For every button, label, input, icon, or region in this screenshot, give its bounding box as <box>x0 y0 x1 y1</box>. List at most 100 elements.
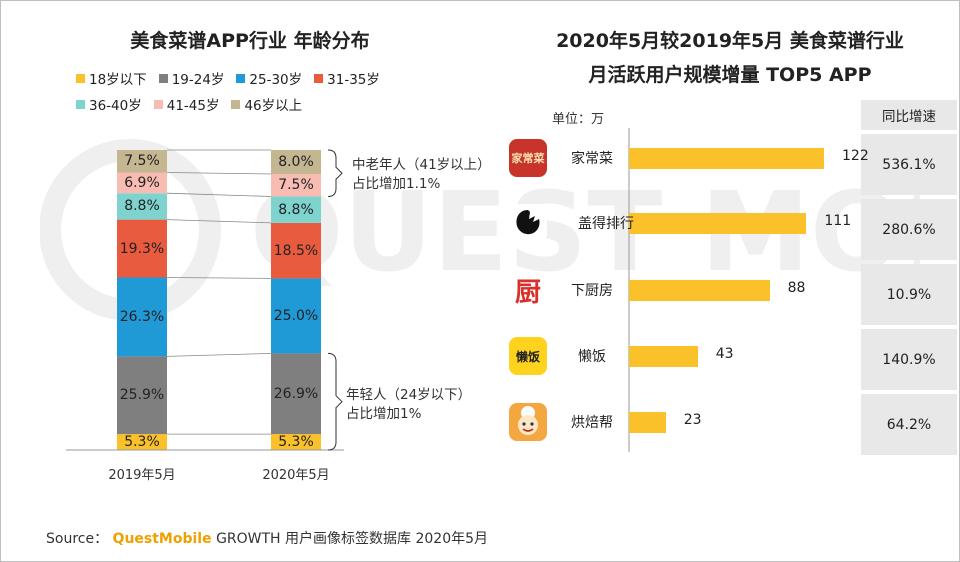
xiachufang-app-icon: 厨 <box>509 271 547 309</box>
lanfan-app-icon: 懒饭 <box>509 337 547 375</box>
growth-header: 同比增速 <box>861 100 957 130</box>
value-bar <box>629 346 698 367</box>
segment-value-label: 8.8% <box>278 201 314 218</box>
bar-value-label: 122 <box>842 148 869 164</box>
legend-label: 41-45岁 <box>166 98 220 114</box>
source-note: Source： QuestMobile GROWTH 用户画像标签数据库 202… <box>46 528 488 548</box>
annotation-young-line1: 年轻人（24岁以下） <box>346 387 472 403</box>
segment-value-label: 8.8% <box>124 198 160 215</box>
segment-value-label: 18.5% <box>273 242 319 259</box>
bar-value-label: 43 <box>715 346 734 362</box>
growth-value: 64.2% <box>861 394 957 455</box>
connector-line <box>166 172 272 175</box>
connector-line <box>166 219 272 224</box>
stack-segment <box>271 174 321 197</box>
segment-value-label: 25.0% <box>273 307 319 324</box>
category-label: 2020年5月 <box>262 468 330 483</box>
legend-item: 46岁以上 <box>231 94 302 114</box>
segment-value-label: 19.3% <box>119 240 165 257</box>
legend-item: 41-45岁 <box>153 94 220 114</box>
stack-segment <box>117 219 167 278</box>
legend-swatch <box>314 73 324 83</box>
legend-label: 46岁以上 <box>244 98 303 114</box>
segment-value-label: 25.9% <box>119 387 165 404</box>
legend-item: 25-30岁 <box>236 68 302 88</box>
stack-segment <box>117 172 167 194</box>
stack-segment <box>117 150 167 173</box>
stack-segment <box>271 150 321 174</box>
connector-line <box>166 192 272 197</box>
legend-label: 31-35岁 <box>327 72 380 88</box>
older-bracket <box>327 149 343 197</box>
legend-item: 19-24岁 <box>158 68 224 88</box>
left-chart-legend: 18岁以下 19-24岁 25-30岁 31-35岁 36-40岁 41-45岁 46岁以上 <box>76 68 436 120</box>
app-name-label: 盖得排行 <box>578 216 634 232</box>
legend-swatch <box>231 99 241 109</box>
value-bar <box>629 280 770 301</box>
segment-value-label: 5.3% <box>124 434 160 451</box>
source-prefix: Source： <box>46 531 109 547</box>
chef-face-icon <box>518 406 538 435</box>
legend-swatch <box>76 99 85 109</box>
annotation-young-line2: 占比增加1% <box>346 406 422 422</box>
growth-value: 10.9% <box>861 264 957 325</box>
right-chart-title-line1: 2020年5月较2019年5月 美食菜谱行业 <box>556 30 904 52</box>
value-bar <box>629 213 807 234</box>
source-text: GROWTH 用户画像标签数据库 2020年5月 <box>216 531 489 547</box>
connector-line <box>166 277 272 279</box>
stack-segment <box>271 353 321 435</box>
source-brand: QuestMobile <box>112 531 212 547</box>
bar-value-label: 111 <box>824 213 852 229</box>
segment-value-label: 5.3% <box>278 434 314 451</box>
stack-segment <box>117 193 167 220</box>
stack-segment <box>117 434 167 450</box>
growth-column: 同比增速 536.1% 280.6% 10.9% 140.9% 64.2% <box>861 100 957 460</box>
growth-value: 280.6% <box>861 199 957 260</box>
legend-swatch <box>153 99 163 109</box>
stack-segment <box>117 277 167 357</box>
legend-label: 18岁以下 <box>89 72 147 88</box>
legend-label: 36-40岁 <box>89 98 142 114</box>
app-name-label: 下厨房 <box>571 283 613 299</box>
legend-label: 25-30岁 <box>249 72 303 88</box>
young-bracket <box>327 352 343 451</box>
legend-item: 18岁以下 <box>76 68 147 88</box>
stack-segment <box>271 222 321 279</box>
legend-swatch <box>76 73 85 83</box>
segment-value-label: 26.3% <box>119 308 165 325</box>
annotation-young: 年轻人（24岁以下） 占比增加1% <box>346 386 471 424</box>
bar-value-label: 88 <box>787 280 806 296</box>
stack-segment <box>117 356 167 435</box>
annotation-older: 中老年人（41岁以上） 占比增加1.1% <box>352 156 491 194</box>
app-name-label: 烘焙帮 <box>571 415 613 431</box>
unit-label: 单位：万 <box>552 112 605 127</box>
legend-item: 31-35岁 <box>314 68 380 88</box>
segment-value-label: 8.0% <box>278 154 314 170</box>
jiachangcai-app-icon: 家常菜 <box>509 139 547 177</box>
segment-value-label: 26.9% <box>273 385 319 402</box>
legend-swatch <box>158 73 168 83</box>
segment-value-label: 7.5% <box>124 153 160 170</box>
segment-value-label: 7.5% <box>278 177 314 194</box>
value-bar <box>629 412 666 433</box>
growth-value: 140.9% <box>861 329 957 390</box>
value-bar <box>629 148 824 169</box>
stack-segment <box>271 196 321 223</box>
right-chart-title-line2: 月活跃用户规模增量 TOP5 APP <box>588 64 872 86</box>
category-label: 2019年5月 <box>108 468 176 483</box>
legend-item: 36-40岁 <box>76 94 142 114</box>
segment-value-label: 6.9% <box>124 174 160 191</box>
gaide-paihang-app-icon <box>509 204 547 242</box>
connector-line <box>166 353 272 357</box>
stack-segment <box>271 278 321 354</box>
left-chart-title: 美食菜谱APP行业 年龄分布 <box>130 30 370 52</box>
hongbeibang-app-icon <box>509 403 547 441</box>
legend-swatch <box>236 73 246 83</box>
annotation-older-line1: 中老年人（41岁以上） <box>352 157 491 173</box>
lion-icon <box>516 210 540 235</box>
app-name-label: 懒饭 <box>578 349 606 365</box>
annotation-older-line2: 占比增加1.1% <box>352 176 441 192</box>
bar-value-label: 23 <box>683 412 702 428</box>
